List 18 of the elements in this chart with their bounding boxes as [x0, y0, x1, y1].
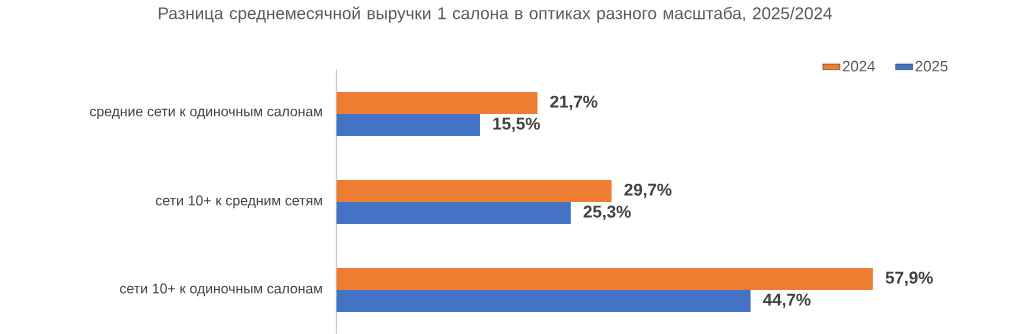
data-label: 21,7% [550, 95, 598, 110]
bar [336, 289, 751, 312]
bar [336, 113, 481, 136]
data-label: 25,3% [583, 205, 631, 220]
y-tick-label: сети 10+ к средним сетям [155, 195, 322, 209]
data-label: 57,9% [885, 271, 933, 286]
bar [336, 91, 538, 114]
bar [336, 179, 612, 202]
legend-label: 2024 [842, 60, 875, 72]
y-tick-label: сети 10+ к одиночным салонам [120, 283, 322, 296]
legend-label: 2025 [915, 60, 948, 72]
chart-title: Разница среднемесячной выручки 1 салона в оптиках разного масштаба, 2025/2024 [158, 6, 832, 23]
data-label: 44,7% [763, 293, 811, 308]
bar [336, 201, 571, 224]
y-tick-label: средние сети к одиночным салонам [90, 108, 322, 119]
bar [336, 267, 873, 290]
data-label: 15,5% [493, 117, 540, 132]
data-label: 29,7% [624, 183, 672, 198]
